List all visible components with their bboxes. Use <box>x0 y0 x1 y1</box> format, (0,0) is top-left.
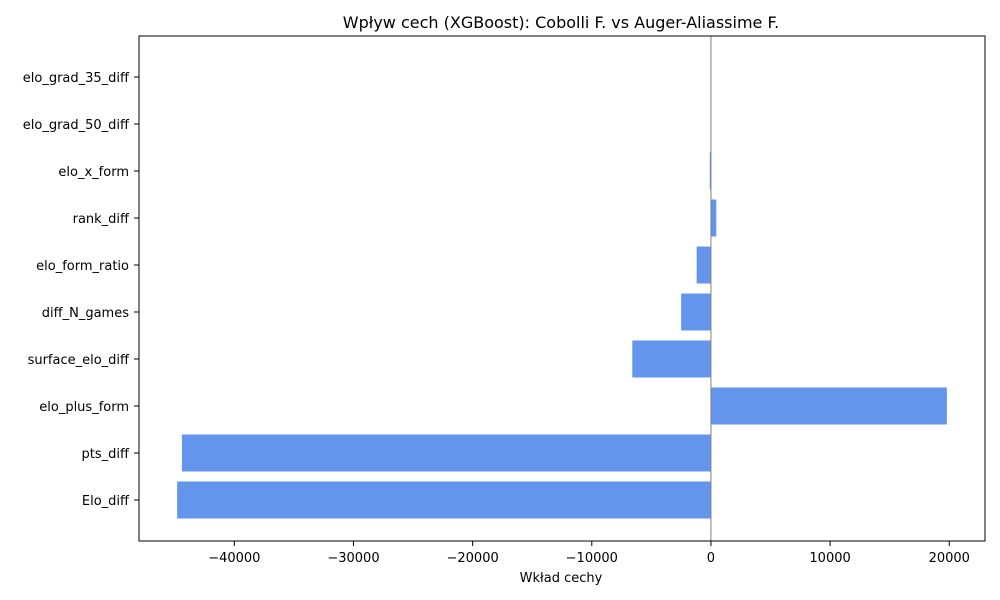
y-tick-label: elo_grad_50_diff <box>23 118 130 133</box>
x-tick-label: −30000 <box>327 551 379 566</box>
x-axis-label: Wkład cechy <box>520 571 603 586</box>
bar-rank_diff <box>710 199 717 237</box>
bars-group <box>177 152 947 519</box>
bar-elo_form_ratio <box>696 246 711 284</box>
bar-diff_N_games <box>681 293 711 331</box>
y-tick-label: rank_diff <box>73 212 130 227</box>
y-axis-ticks: Elo_diff pts_diff elo_plus_form surface_elo… <box>23 71 139 509</box>
y-tick-label: elo_x_form <box>58 165 129 180</box>
bar-elo_x_form <box>709 152 711 190</box>
chart-title: Wpływ cech (XGBoost): Cobolli F. vs Auge… <box>343 13 779 32</box>
x-tick-label: 20000 <box>929 551 970 566</box>
y-tick-label: surface_elo_diff <box>28 353 130 368</box>
x-tick-label: 0 <box>707 551 715 566</box>
x-tick-label: −40000 <box>208 551 260 566</box>
bar-Elo_diff <box>177 481 711 519</box>
x-tick-label: −10000 <box>566 551 618 566</box>
x-axis-ticks: −40000 −30000 −20000 −10000 0 10000 20000 <box>208 541 970 566</box>
y-tick-label: elo_grad_35_diff <box>23 71 130 86</box>
plot-frame <box>138 35 986 542</box>
x-tick-label: 10000 <box>809 551 850 566</box>
y-tick-label: pts_diff <box>82 447 130 462</box>
y-tick-label: elo_plus_form <box>39 400 129 415</box>
bar-surface_elo_diff <box>632 340 711 378</box>
y-tick-label: diff_N_games <box>42 306 129 321</box>
y-tick-label: elo_form_ratio <box>36 259 129 274</box>
x-tick-label: −20000 <box>447 551 499 566</box>
bar-pts_diff <box>181 434 711 472</box>
bar-elo_plus_form <box>710 387 947 425</box>
y-tick-label: Elo_diff <box>82 494 130 509</box>
